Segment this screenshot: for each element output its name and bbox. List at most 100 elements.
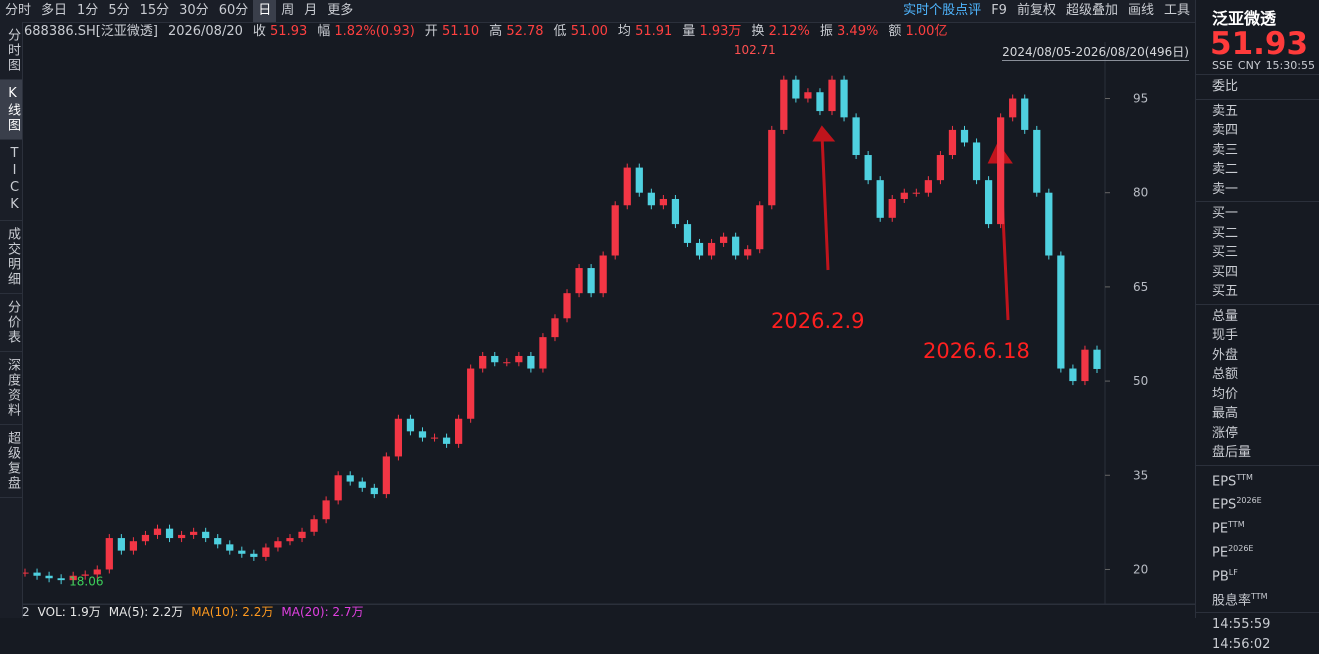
candle [683, 224, 692, 243]
quote-row: 买四 [1212, 264, 1239, 280]
period-tab[interactable]: 60分 [218, 3, 249, 18]
info-value: 51.91 [635, 24, 673, 39]
candle [310, 519, 318, 532]
info-label: 开 [424, 24, 438, 39]
tool-button[interactable]: 实时个股点评 [903, 3, 982, 18]
quote-row: 卖四 [1212, 123, 1239, 138]
candle [274, 541, 282, 548]
candle [647, 192, 655, 206]
candle [936, 155, 945, 181]
tool-button[interactable]: 前复权 [1016, 3, 1056, 18]
tools: 实时个股点评 F9 前复权 超级叠加 画线 工具 [898, 0, 1195, 22]
info-label: 高 [489, 24, 503, 39]
candle [1045, 192, 1053, 256]
period-tab[interactable]: 1分 [77, 3, 99, 18]
quote-row: 买五 [1212, 284, 1239, 299]
market-time: 15:30:55 [1265, 59, 1315, 72]
quote-row: 卖三 [1212, 142, 1239, 158]
tool-button[interactable]: F9 [991, 3, 1007, 18]
side-tabs: 分时图 K线图 TICK 成交明细 分价表 深度资料 超级复盘 [0, 22, 23, 618]
info-value: 3.49% [837, 24, 879, 39]
date: 2026/08/20 [167, 24, 243, 39]
candle [358, 481, 366, 488]
candle [370, 487, 378, 495]
period-tab[interactable]: 更多 [327, 3, 354, 18]
max-label: 102.71 [734, 43, 776, 57]
info-field: 额 1.00亿 [888, 22, 947, 42]
tool-button[interactable]: 超级叠加 [1065, 3, 1118, 18]
quote-row: 委比 [1212, 79, 1239, 94]
candle [1093, 349, 1101, 369]
fundamental-row: EPS2026E [1196, 491, 1319, 515]
period-tab[interactable]: 5分 [108, 3, 130, 18]
tool-button[interactable]: 工具 [1163, 3, 1190, 18]
quote-row: 总额 [1212, 367, 1239, 382]
toolbar: 分时 多日 1分 5分 15分 30分 60分日周月更多 实时个股点评 F9 前复权 超级叠加 画线工… [0, 0, 1195, 23]
period-tab[interactable]: 日 [253, 0, 277, 22]
candle [105, 538, 113, 570]
side-tab[interactable]: 分价表 [0, 294, 22, 352]
candle [792, 79, 800, 99]
candle [780, 79, 788, 130]
separator [1196, 98, 1319, 100]
quote-row: 最高 [1212, 406, 1239, 421]
quote-row: 涨停 [1212, 425, 1239, 441]
side-tab[interactable]: 深度资料 [0, 352, 22, 425]
side-tab[interactable]: K线图 [0, 80, 22, 140]
candle [153, 528, 162, 535]
candle [1009, 98, 1017, 118]
info-label: 低 [553, 24, 567, 39]
market-currency: CNY [1237, 59, 1261, 72]
candle [346, 475, 354, 482]
price: 51.93 [1210, 26, 1309, 62]
candle [286, 538, 294, 542]
candle [262, 547, 270, 557]
quote-row: 卖一 [1212, 181, 1239, 197]
candle [972, 142, 981, 181]
period-tab[interactable]: 周 [281, 3, 295, 18]
quote-row: 总量 [1212, 308, 1239, 324]
tick-time: 14:55:59 [1212, 617, 1271, 633]
candle [707, 242, 716, 256]
candle [1057, 255, 1065, 369]
fundamental-sup: 2026E [1236, 496, 1262, 506]
candle [334, 475, 342, 501]
info-field: 幅 1.82%(0.93) [317, 22, 415, 42]
tool-button[interactable]: 画线 [1127, 3, 1154, 18]
period-tab[interactable]: 30分 [179, 3, 209, 18]
y-tick-label: 50 [1133, 374, 1148, 388]
side-tab[interactable]: 分时图 [0, 22, 22, 80]
candle [960, 129, 969, 143]
candle [768, 129, 776, 206]
side-tab[interactable]: 成交明细 [0, 221, 22, 294]
candle [671, 198, 680, 225]
info-value: 51.93 [270, 24, 308, 39]
candle [719, 236, 728, 243]
info-field: 换 2.12% [751, 22, 809, 42]
period-tab[interactable]: 分时 [5, 3, 32, 18]
candle [45, 575, 53, 579]
fundamental-sup: TTM [1251, 591, 1268, 601]
info-value: 1.82%(0.93) [334, 24, 415, 39]
candle [491, 355, 499, 363]
quote-row: 均价 [1212, 386, 1239, 402]
y-tick-label: 35 [1133, 468, 1148, 482]
period-tab[interactable]: 多日 [41, 3, 68, 18]
quote-row: 现手 [1212, 328, 1239, 343]
chart: 2026.2.9 2026.6.18 20 35 50 65 80 95 102.71 18.… [21, 42, 1195, 605]
volume-label: MA(5): 2.2万 [108, 605, 184, 619]
period-tab[interactable]: 15分 [139, 3, 170, 18]
info-value: 51.10 [441, 24, 480, 39]
candle [503, 362, 511, 364]
info-label: 额 [888, 24, 902, 39]
fundamental-sup: LF [1228, 567, 1238, 577]
market-line: SSE CNY 15:30:55 [1196, 59, 1319, 72]
info-bar: 688386.SH[泛亚微透] 2026/08/20 收 51.93 幅 1.82%(… [24, 22, 947, 42]
candle [828, 79, 836, 112]
side-tab[interactable]: TICK [0, 140, 22, 221]
side-tab[interactable]: 超级复盘 [0, 425, 22, 498]
annotation-arrow [812, 125, 836, 271]
period-tab[interactable]: 月 [304, 3, 318, 18]
separator [1196, 464, 1319, 466]
